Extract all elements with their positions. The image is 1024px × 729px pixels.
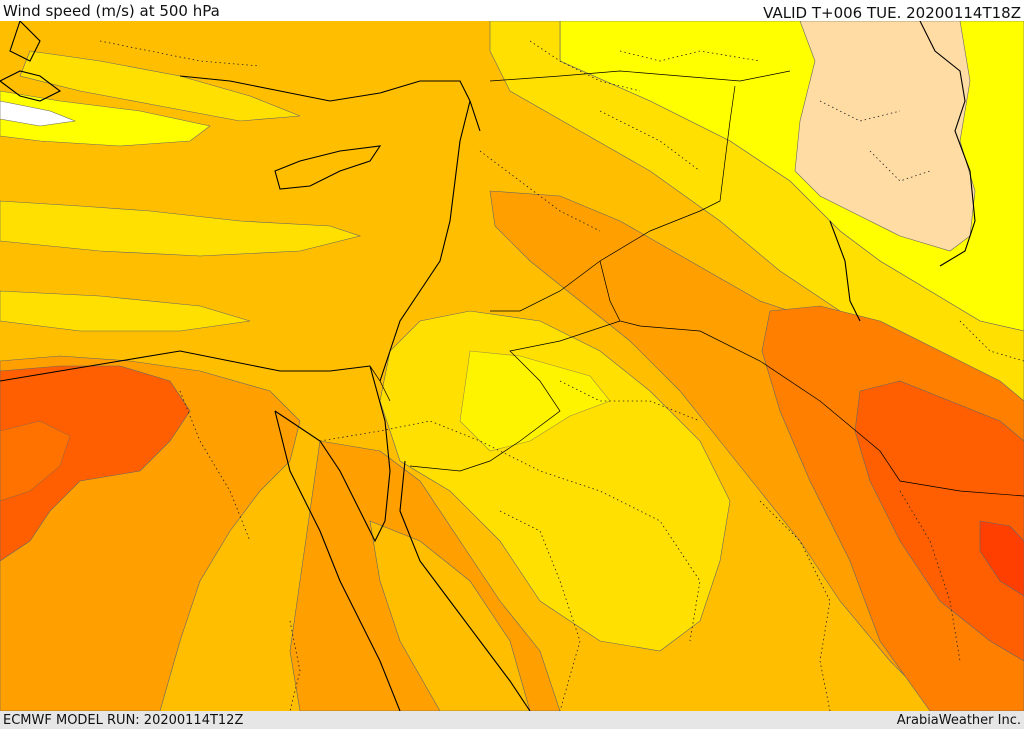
band-35-40-east [854,380,1024,662]
footer-bar: ECMWF MODEL RUN: 20200114T12Z ArabiaWeat… [0,711,1024,729]
map-canvas [0,21,1024,711]
map-title: Wind speed (m/s) at 500 hPa [3,2,220,20]
internal-boundaries [99,40,1024,711]
band-15-20-west [0,200,362,257]
light-land-area [794,21,976,252]
model-run-label: ECMWF MODEL RUN: 20200114T12Z [3,713,244,728]
band-40-45-east [979,520,1024,597]
band-15-20-northeast [489,21,1024,402]
wind-speed-map [0,21,1024,711]
coastlines [0,21,976,711]
credit-label: ArabiaWeather Inc. [896,713,1021,728]
band-35-40-southwest [0,365,191,562]
band-10-15-arabia [459,350,611,452]
band-20-25-south [369,520,531,711]
band-15-20-west-2 [0,290,251,332]
valid-time-label: VALID T+006 TUE. 20200114T18Z [763,4,1021,22]
political-borders [369,70,1024,497]
band-lt10-northwest [0,100,77,127]
header-bar: Wind speed (m/s) at 500 hPa VALID T+006 … [0,0,1024,22]
band-30-35-southwest [0,420,71,502]
band-10-15-northwest [0,90,211,147]
